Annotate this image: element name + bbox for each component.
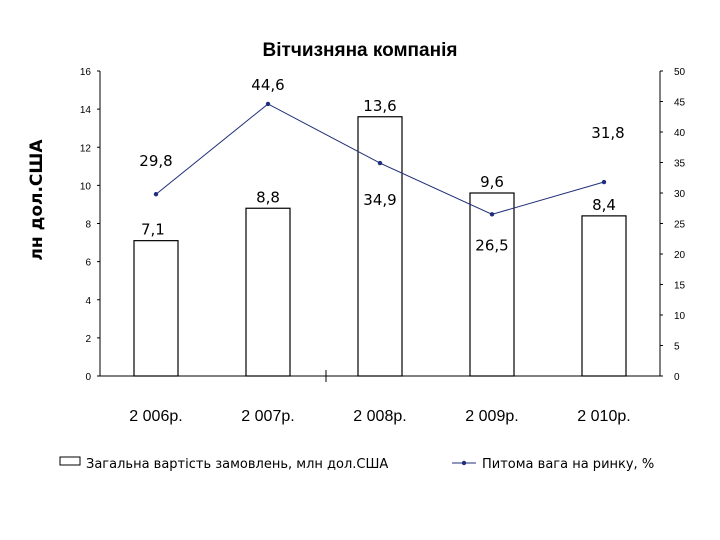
right-axis: 0 5 10 15 20 25 30 35 40 45 50 [659, 67, 686, 383]
y-axis-label-left: лн дол.США [27, 139, 47, 261]
bar-data-label: 8,8 [256, 188, 280, 206]
right-tick-label: 15 [674, 281, 686, 292]
bar-data-label: 7,1 [141, 221, 165, 239]
right-tick-label: 10 [674, 311, 686, 322]
legend-line-label: Питома вага на ринку, % [482, 457, 654, 472]
line-point [153, 192, 159, 197]
line-data-label: 31,8 [591, 124, 624, 142]
line-point [601, 179, 607, 185]
right-tick-label: 30 [674, 189, 686, 200]
left-tick-label: 10 [80, 181, 92, 192]
right-tick-label: 40 [674, 128, 686, 139]
bar-data-label: 8,4 [592, 196, 616, 214]
category-label: 2 006р. [129, 408, 182, 425]
legend-bar-swatch [59, 456, 81, 466]
right-tick-label: 5 [674, 342, 680, 353]
right-tick-label: 35 [674, 159, 686, 170]
line-point [489, 212, 495, 217]
bar-data-label: 13,6 [363, 97, 396, 115]
line-data-label: 26,5 [475, 236, 508, 254]
line-data-label: 29,8 [139, 152, 172, 170]
line-point [377, 160, 383, 166]
left-tick-label: 12 [80, 143, 92, 154]
bar [581, 215, 627, 377]
left-tick-label: 6 [85, 258, 91, 269]
chart-title: Вітчизняна компанія [263, 40, 458, 61]
right-tick-label: 25 [674, 220, 686, 231]
category-label: 2 009р. [465, 408, 518, 425]
legend-line-marker [461, 460, 467, 466]
bar [245, 207, 291, 377]
right-tick-label: 0 [674, 372, 680, 383]
left-tick-label: 8 [85, 220, 91, 231]
bar-data-label: 9,6 [480, 173, 504, 191]
line-point [265, 101, 271, 107]
bar [357, 116, 403, 377]
line-series: 29,8 44,6 34,9 26,5 31,8 [139, 76, 624, 254]
right-tick-label: 20 [674, 250, 686, 261]
left-tick-label: 16 [80, 67, 92, 78]
category-label: 2 007р. [241, 408, 294, 425]
line-data-label: 34,9 [363, 191, 396, 209]
line-data-label: 44,6 [251, 76, 284, 94]
left-tick-label: 14 [80, 105, 92, 116]
category-label: 2 008р. [353, 408, 406, 425]
legend-bar-label: Загальна вартість замовлень, млн дол.США [86, 457, 388, 472]
right-tick-label: 50 [674, 67, 686, 78]
bar [133, 240, 179, 377]
category-label: 2 010р. [577, 408, 630, 425]
legend: Загальна вартість замовлень, млн дол.США… [59, 456, 654, 472]
left-tick-label: 0 [85, 372, 91, 383]
category-labels: 2 006р. 2 007р. 2 008р. 2 009р. 2 010р. [129, 408, 630, 425]
bar [469, 192, 515, 377]
left-tick-label: 2 [85, 334, 91, 345]
right-tick-label: 45 [674, 98, 686, 109]
left-tick-label: 4 [85, 296, 91, 307]
bar-series: 7,1 8,8 13,6 9,6 8,4 [133, 97, 627, 377]
